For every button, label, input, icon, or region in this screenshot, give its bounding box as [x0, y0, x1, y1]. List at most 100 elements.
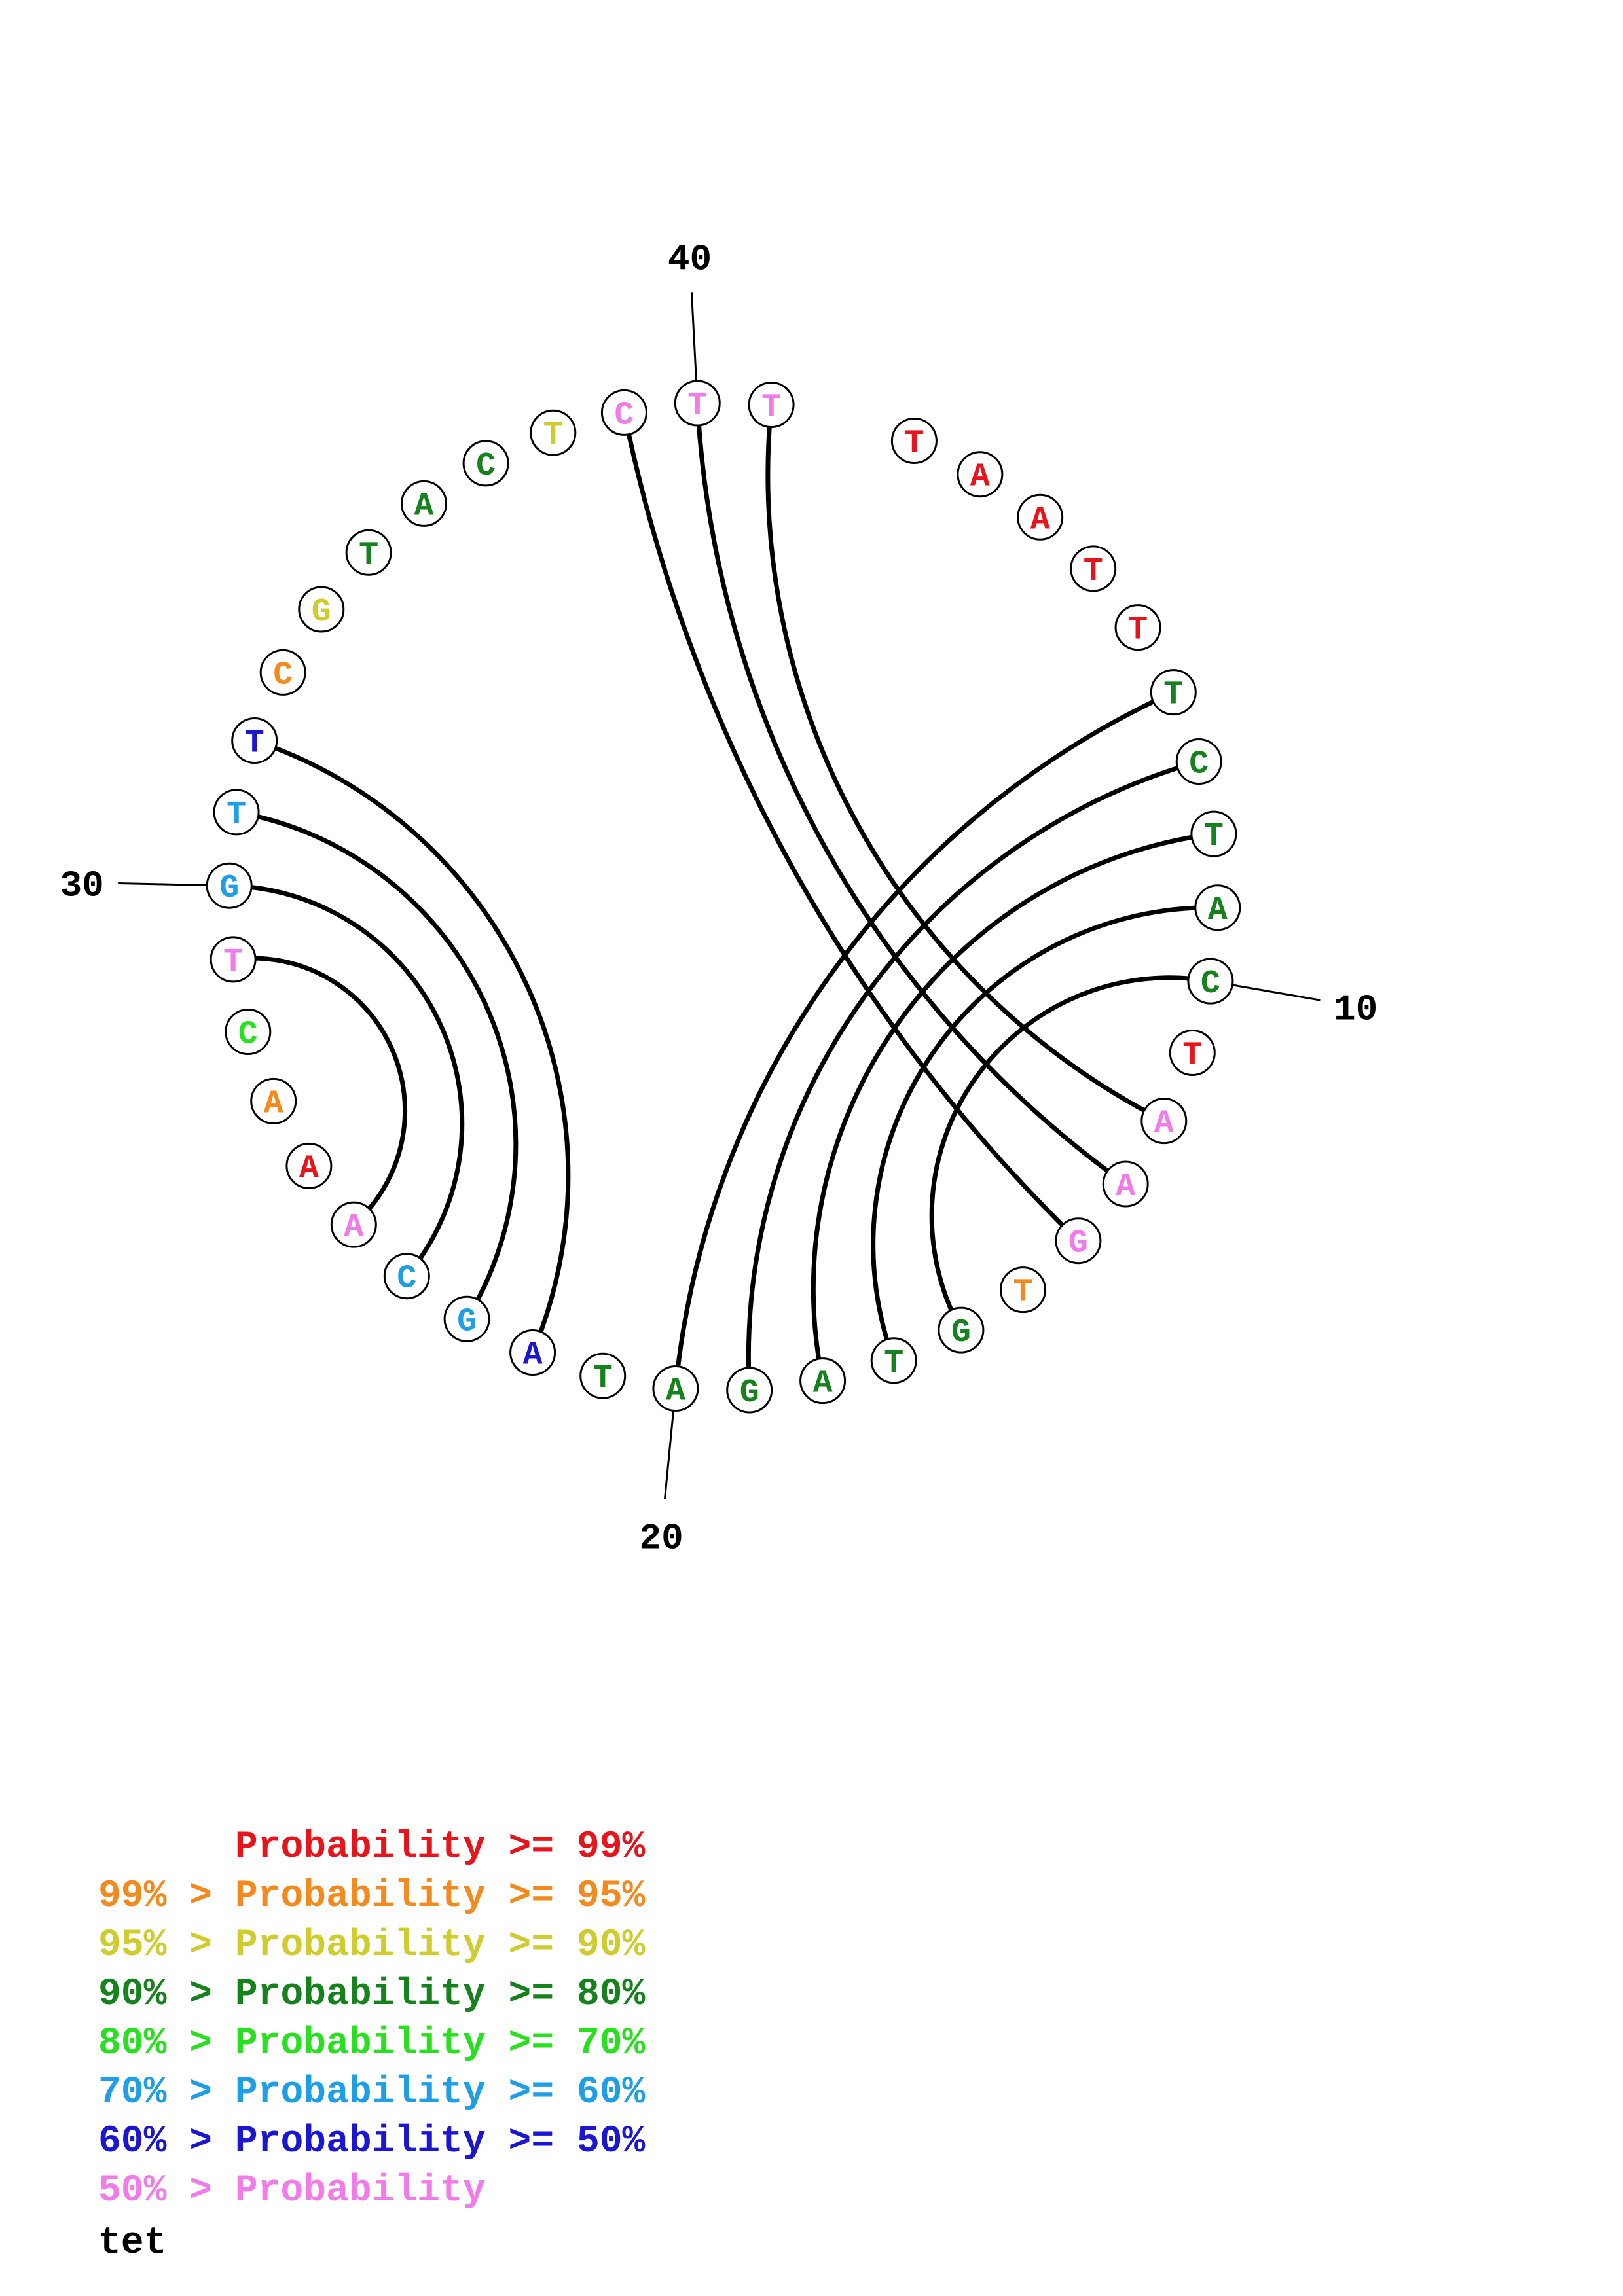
nucleotide-circle: [213, 789, 260, 836]
nucleotide-circle: [298, 586, 345, 633]
nucleotide-letter: C: [238, 1016, 258, 1054]
nucleotide: T: [1150, 669, 1197, 716]
nucleotide-circle: [1102, 1160, 1149, 1208]
nucleotide-letter: T: [593, 1360, 613, 1397]
nucleotide-circle: [259, 649, 306, 696]
nucleotide-letter: C: [273, 656, 293, 694]
nucleotide: A: [1140, 1098, 1188, 1145]
nucleotide: T: [213, 789, 260, 836]
nucleotide-circle: [1070, 545, 1117, 592]
legend-row: 80% > Probability >= 70%: [98, 2019, 645, 2068]
position-tick-line: [690, 292, 697, 382]
nucleotide: G: [726, 1367, 773, 1414]
legend-prefix: 50% >: [98, 2170, 235, 2212]
nucleotide-circle: [285, 1142, 333, 1189]
nucleotide-circle: [1175, 738, 1222, 785]
nucleotide-circle: [870, 1337, 917, 1384]
nucleotide: G: [938, 1306, 985, 1354]
nucleotide-letter: T: [245, 725, 264, 762]
nucleotide: A: [957, 451, 1004, 498]
nucleotide: A: [1017, 493, 1064, 541]
nucleotide-circle: [938, 1306, 985, 1354]
nucleotide-letter: T: [1128, 612, 1148, 649]
legend-row: 60% > Probability >= 50%: [98, 2117, 645, 2166]
nucleotide-letter: A: [1208, 892, 1228, 929]
nucleotide-letter: T: [227, 797, 246, 834]
nucleotide: T: [1114, 604, 1161, 651]
legend-row: Probability >= 99%: [98, 1823, 646, 1872]
legend-prefix: 90% >: [98, 1973, 235, 2016]
legend-text: Probability >= 70%: [234, 2022, 646, 2065]
position-tick-label: 30: [60, 865, 104, 906]
nucleotide: T: [530, 409, 577, 456]
nucleotide-letter: A: [299, 1150, 319, 1187]
nucleotide-circle: [1150, 669, 1197, 716]
base-pair-arc: [621, 412, 1080, 1243]
nucleotide: T: [231, 717, 278, 764]
legend-row: 90% > Probability >= 80%: [98, 1970, 645, 2019]
nucleotide: G: [443, 1295, 490, 1342]
nucleotide: T: [1169, 1030, 1216, 1076]
base-pair-arc: [811, 831, 1214, 1382]
nucleotide-circle: [345, 529, 392, 576]
nucleotide-circle: [1055, 1217, 1102, 1265]
nucleotide-letter: C: [397, 1261, 416, 1298]
nucleotide-circle: [600, 389, 647, 436]
nucleotide: T: [210, 936, 257, 983]
nucleotide-letter: T: [543, 417, 563, 454]
nucleotide: T: [1070, 545, 1117, 592]
nucleotide-letter: A: [970, 459, 990, 496]
nucleotide-letter: A: [813, 1365, 833, 1403]
legend-text: Probability >= 80%: [234, 1973, 646, 2016]
nucleotide-circle: [1194, 884, 1241, 931]
position-tick-line: [663, 1410, 675, 1499]
nucleotide-letter: T: [1013, 1274, 1032, 1312]
nucleotide-letter: G: [740, 1374, 759, 1412]
nucleotide: T: [579, 1352, 627, 1399]
nucleotide-circle: [726, 1367, 773, 1414]
nucleotide-letter: A: [344, 1209, 363, 1246]
nucleotide-circle: [1169, 1030, 1216, 1076]
nucleotide-circle: [401, 480, 447, 527]
position-ticks: 10 20 30 40: [60, 238, 1378, 1559]
nucleotide-circle: [1000, 1266, 1046, 1314]
nucleotide: A: [401, 480, 447, 527]
position-tick-line: [118, 882, 208, 886]
nucleotide-letter: T: [884, 1345, 903, 1382]
nucleotide: T: [674, 380, 721, 427]
base-pair-arc: [746, 759, 1200, 1391]
nucleotide: A: [652, 1365, 699, 1412]
nucleotide: T: [1000, 1266, 1046, 1314]
probability-legend: Probability >= 99% 99% > Probability >= 9…: [98, 1823, 645, 2215]
base-pair-arc: [871, 905, 1218, 1362]
nucleotide-circle: [231, 717, 278, 764]
nucleotide-letter: G: [312, 594, 331, 631]
nucleotide-circle: [1114, 604, 1161, 651]
sequence-name: tet: [98, 2222, 167, 2265]
nucleotide-circle: [225, 1009, 272, 1055]
nucleotide-letter: A: [264, 1085, 283, 1122]
nucleotide: A: [250, 1077, 297, 1124]
nucleotide-letter: G: [1068, 1225, 1088, 1263]
nucleotide-letter: T: [687, 387, 707, 425]
legend-prefix: [98, 1826, 235, 1869]
nucleotide-circle: [1017, 493, 1064, 541]
nucleotide: T: [345, 529, 392, 576]
nucleotide: T: [1190, 810, 1237, 857]
nucleotide: T: [748, 382, 795, 428]
base-pair-arc: [229, 883, 465, 1278]
nucleotide-circle: [674, 380, 721, 427]
legend-text: Probability >= 50%: [234, 2121, 646, 2163]
nucleotide: C: [259, 649, 306, 696]
legend-text: Probability: [234, 2170, 486, 2212]
nucleotide-circle: [890, 418, 938, 464]
nucleotide-circle: [530, 409, 577, 456]
legend-prefix: 70% >: [98, 2072, 235, 2114]
nucleotide-letter: T: [761, 389, 781, 427]
base-pair-arc: [232, 956, 408, 1227]
nucleotide: C: [383, 1253, 430, 1300]
legend-prefix: 80% >: [98, 2022, 235, 2065]
position-tick-label: 40: [668, 238, 712, 280]
nucleotide-letter: C: [614, 397, 634, 434]
nucleotide-letter: T: [1084, 553, 1103, 590]
